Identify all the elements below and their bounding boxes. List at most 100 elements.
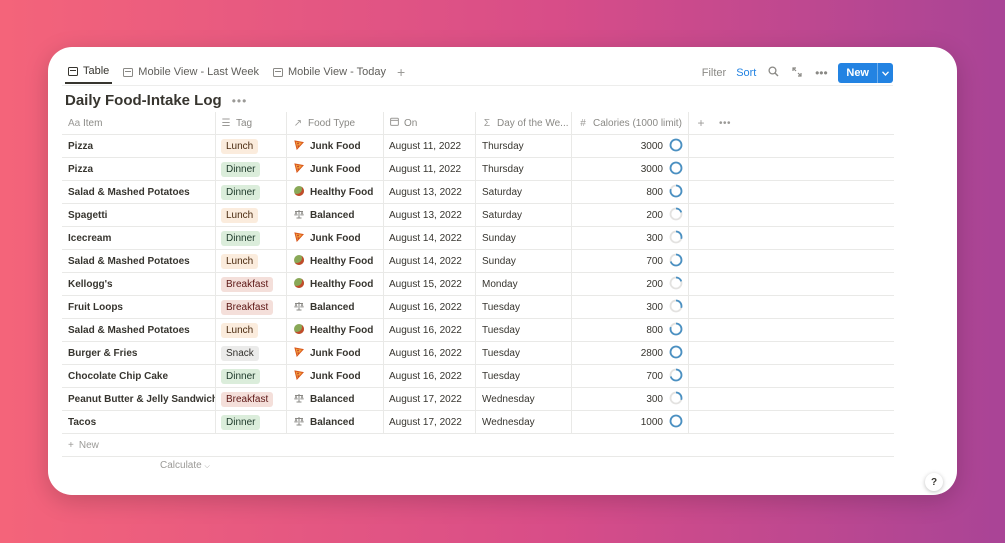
tab-mobile-view-last-week[interactable]: Mobile View - Last Week — [120, 60, 262, 84]
cell-date[interactable]: August 16, 2022 — [384, 296, 476, 318]
cell-day[interactable]: Wednesday — [476, 388, 572, 410]
cell-date[interactable]: August 14, 2022 — [384, 250, 476, 272]
column-header-tag[interactable]: ☰ Tag — [216, 112, 287, 134]
cell-date[interactable]: August 13, 2022 — [384, 204, 476, 226]
cell-item[interactable]: Pizza — [62, 135, 216, 157]
food-type-link[interactable]: Balanced — [310, 209, 355, 221]
table-row[interactable]: Peanut Butter & Jelly Sandwich Breakfast B… — [62, 388, 894, 411]
cell-food-type[interactable]: Junk Food — [287, 158, 384, 180]
table-row[interactable]: Pizza Dinner Junk Food August 11, 2022 Thurs… — [62, 158, 894, 181]
cell-calories[interactable]: 3000 — [572, 158, 689, 180]
column-header-item[interactable]: Aa Item — [62, 112, 216, 134]
cell-calories[interactable]: 3000 — [572, 135, 689, 157]
cell-day[interactable]: Tuesday — [476, 296, 572, 318]
add-view-icon[interactable]: + — [397, 64, 406, 80]
new-button[interactable]: New — [838, 63, 893, 83]
cell-item[interactable]: Kellogg's — [62, 273, 216, 295]
cell-date[interactable]: August 17, 2022 — [384, 388, 476, 410]
add-column-icon[interactable]: + — [697, 116, 705, 130]
column-more-icon[interactable]: ••• — [718, 117, 731, 129]
table-row[interactable]: Salad & Mashed Potatoes Lunch Healthy Food… — [62, 319, 894, 342]
tab-mobile-view-today[interactable]: Mobile View - Today — [270, 60, 389, 84]
cell-date[interactable]: August 15, 2022 — [384, 273, 476, 295]
cell-food-type[interactable]: Healthy Food — [287, 319, 384, 341]
cell-calories[interactable]: 200 — [572, 273, 689, 295]
column-header-food-type[interactable]: ↗ Food Type — [287, 112, 384, 134]
table-row[interactable]: Pizza Lunch Junk Food August 11, 2022 Thursd… — [62, 135, 894, 158]
food-type-link[interactable]: Balanced — [310, 393, 355, 405]
cell-date[interactable]: August 17, 2022 — [384, 411, 476, 433]
cell-day[interactable]: Tuesday — [476, 342, 572, 364]
cell-date[interactable]: August 13, 2022 — [384, 181, 476, 203]
food-type-link[interactable]: Healthy Food — [310, 278, 374, 290]
cell-calories[interactable]: 700 — [572, 365, 689, 387]
cell-item[interactable]: Salad & Mashed Potatoes — [62, 319, 216, 341]
cell-item[interactable]: Chocolate Chip Cake — [62, 365, 216, 387]
cell-date[interactable]: August 16, 2022 — [384, 365, 476, 387]
cell-tag[interactable]: Dinner — [216, 181, 287, 203]
cell-tag[interactable]: Dinner — [216, 365, 287, 387]
cell-calories[interactable]: 200 — [572, 204, 689, 226]
cell-calories[interactable]: 1000 — [572, 411, 689, 433]
cell-item[interactable]: Spagetti — [62, 204, 216, 226]
cell-day[interactable]: Thursday — [476, 158, 572, 180]
table-row[interactable]: Icecream Dinner Junk Food August 14, 2022 Su… — [62, 227, 894, 250]
food-type-link[interactable]: Healthy Food — [310, 186, 374, 198]
column-header-calories[interactable]: # Calories (1000 limit) — [572, 112, 689, 134]
cell-calories[interactable]: 2800 — [572, 342, 689, 364]
food-type-link[interactable]: Junk Food — [310, 347, 361, 359]
cell-date[interactable]: August 11, 2022 — [384, 158, 476, 180]
table-row[interactable]: Salad & Mashed Potatoes Dinner Healthy Foo… — [62, 181, 894, 204]
cell-item[interactable]: Icecream — [62, 227, 216, 249]
cell-food-type[interactable]: Balanced — [287, 411, 384, 433]
cell-tag[interactable]: Breakfast — [216, 296, 287, 318]
cell-date[interactable]: August 11, 2022 — [384, 135, 476, 157]
cell-food-type[interactable]: Junk Food — [287, 227, 384, 249]
cell-tag[interactable]: Dinner — [216, 158, 287, 180]
column-header-on[interactable]: On — [384, 112, 476, 134]
cell-food-type[interactable]: Balanced — [287, 204, 384, 226]
cell-food-type[interactable]: Junk Food — [287, 365, 384, 387]
cell-day[interactable]: Monday — [476, 273, 572, 295]
cell-date[interactable]: August 16, 2022 — [384, 319, 476, 341]
food-type-link[interactable]: Junk Food — [310, 232, 361, 244]
cell-item[interactable]: Tacos — [62, 411, 216, 433]
cell-item[interactable]: Burger & Fries — [62, 342, 216, 364]
cell-food-type[interactable]: Healthy Food — [287, 181, 384, 203]
chevron-down-icon[interactable] — [877, 63, 893, 83]
cell-tag[interactable]: Lunch — [216, 135, 287, 157]
cell-calories[interactable]: 800 — [572, 319, 689, 341]
expand-icon[interactable] — [790, 66, 804, 80]
cell-day[interactable]: Sunday — [476, 227, 572, 249]
cell-tag[interactable]: Lunch — [216, 204, 287, 226]
cell-tag[interactable]: Breakfast — [216, 388, 287, 410]
cell-item[interactable]: Pizza — [62, 158, 216, 180]
cell-tag[interactable]: Lunch — [216, 250, 287, 272]
cell-day[interactable]: Thursday — [476, 135, 572, 157]
cell-date[interactable]: August 16, 2022 — [384, 342, 476, 364]
table-row[interactable]: Spagetti Lunch Balanced August 13, 2022 Satu… — [62, 204, 894, 227]
cell-date[interactable]: August 14, 2022 — [384, 227, 476, 249]
cell-day[interactable]: Saturday — [476, 204, 572, 226]
cell-food-type[interactable]: Healthy Food — [287, 273, 384, 295]
cell-tag[interactable]: Breakfast — [216, 273, 287, 295]
cell-food-type[interactable]: Balanced — [287, 296, 384, 318]
food-type-link[interactable]: Healthy Food — [310, 255, 374, 267]
cell-day[interactable]: Wednesday — [476, 411, 572, 433]
cell-tag[interactable]: Dinner — [216, 411, 287, 433]
cell-food-type[interactable]: Balanced — [287, 388, 384, 410]
title-more-icon[interactable]: ••• — [231, 93, 248, 108]
cell-item[interactable]: Peanut Butter & Jelly Sandwich — [62, 388, 216, 410]
cell-food-type[interactable]: Junk Food — [287, 342, 384, 364]
food-type-link[interactable]: Junk Food — [310, 163, 361, 175]
cell-calories[interactable]: 300 — [572, 388, 689, 410]
cell-calories[interactable]: 700 — [572, 250, 689, 272]
cell-calories[interactable]: 800 — [572, 181, 689, 203]
cell-calories[interactable]: 300 — [572, 296, 689, 318]
cell-calories[interactable]: 300 — [572, 227, 689, 249]
table-row[interactable]: Kellogg's Breakfast Healthy Food August 15,… — [62, 273, 894, 296]
table-row[interactable]: Tacos Dinner Balanced August 17, 2022 Wednes… — [62, 411, 894, 434]
cell-item[interactable]: Salad & Mashed Potatoes — [62, 250, 216, 272]
cell-tag[interactable]: Lunch — [216, 319, 287, 341]
cell-day[interactable]: Sunday — [476, 250, 572, 272]
